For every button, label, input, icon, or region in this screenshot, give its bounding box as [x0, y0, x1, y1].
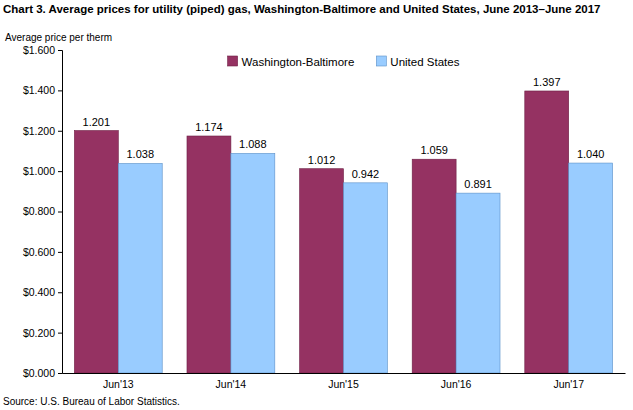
data-labels: 1.201 1.174 1.012 1.059 1.397 1.038 1.088 0.942… [83, 76, 605, 190]
y-tick-label: $1.400 [23, 84, 55, 96]
y-tick: $0.400 [23, 286, 62, 298]
data-label: 1.201 [83, 116, 111, 128]
x-tick-label: Jun'16 [441, 378, 472, 390]
y-tick-label: $1.200 [23, 125, 55, 137]
y-axis-label: Average price per therm [5, 32, 112, 43]
y-tick-label: $0.800 [23, 205, 55, 217]
data-label: 1.088 [239, 138, 267, 150]
y-tick: $0.000 [23, 367, 62, 379]
bar [344, 183, 388, 373]
y-tick-label: $0.200 [23, 326, 55, 338]
chart: Chart 3. Average prices for utility (pip… [0, 0, 633, 410]
legend-swatch [376, 56, 386, 66]
bar [525, 91, 569, 373]
bar [74, 131, 118, 373]
y-tick: $1.200 [23, 125, 62, 137]
x-tick: Jun'13 [103, 373, 134, 390]
y-axis-line [58, 51, 63, 374]
bars [74, 91, 612, 373]
y-tick-mark [58, 292, 62, 293]
x-tick: Jun'15 [328, 373, 359, 390]
x-axis-line [63, 373, 626, 374]
y-tick-mark [58, 373, 62, 374]
y-axis: $0.000 $0.200 $0.400 $0.600 $0.800 $1.000 $1.2… [23, 44, 63, 379]
y-tick-label: $0.600 [23, 246, 55, 258]
legend-label: United States [390, 56, 459, 68]
y-tick-mark [58, 50, 62, 51]
x-tick: Jun'14 [216, 373, 247, 390]
y-tick-label: $1.600 [23, 44, 55, 56]
data-label: 1.038 [126, 148, 154, 160]
data-label: 1.174 [195, 121, 223, 133]
x-axis: Jun'13 Jun'14 Jun'15 Jun'16 Jun'17 [63, 373, 626, 390]
data-label: 0.891 [464, 178, 492, 190]
y-tick: $0.800 [23, 205, 62, 217]
y-tick-mark [58, 333, 62, 334]
x-tick: Jun'16 [441, 373, 472, 390]
title: Chart 3. Average prices for utility (pip… [3, 3, 601, 15]
bar [118, 163, 162, 373]
y-tick: $1.000 [23, 165, 62, 177]
data-label: 1.397 [533, 76, 561, 88]
legend-swatch [228, 56, 238, 66]
data-label: 0.942 [352, 168, 380, 180]
data-label: 1.059 [420, 144, 448, 156]
y-tick-mark [58, 252, 62, 253]
y-tick: $0.200 [23, 326, 62, 338]
legend: Washington-Baltimore United States [228, 56, 460, 68]
data-label: 1.040 [577, 148, 605, 160]
y-tick: $1.600 [23, 44, 62, 56]
y-tick: $1.400 [23, 84, 62, 96]
y-tick-label: $0.000 [23, 367, 55, 379]
legend-item: Washington-Baltimore [228, 56, 355, 68]
y-tick: $0.600 [23, 246, 62, 258]
bar [300, 169, 344, 373]
y-tick-mark [58, 212, 62, 213]
y-tick-label: $1.000 [23, 165, 55, 177]
y-tick-mark [58, 171, 62, 172]
y-tick-label: $0.400 [23, 286, 55, 298]
bar [187, 136, 231, 373]
x-tick-label: Jun'13 [103, 378, 134, 390]
bar [569, 163, 613, 373]
y-tick-mark [58, 90, 62, 91]
data-label: 1.012 [308, 154, 336, 166]
source: Source: U.S. Bureau of Labor Statistics. [3, 396, 180, 407]
bar [231, 153, 275, 373]
x-tick-label: Jun'14 [216, 378, 247, 390]
x-tick-label: Jun'17 [553, 378, 584, 390]
legend-item: United States [376, 56, 459, 68]
bar [412, 159, 456, 373]
x-tick: Jun'17 [553, 373, 584, 390]
x-tick-label: Jun'15 [328, 378, 359, 390]
y-tick-mark [58, 131, 62, 132]
legend-label: Washington-Baltimore [242, 56, 355, 68]
bar [456, 193, 500, 373]
